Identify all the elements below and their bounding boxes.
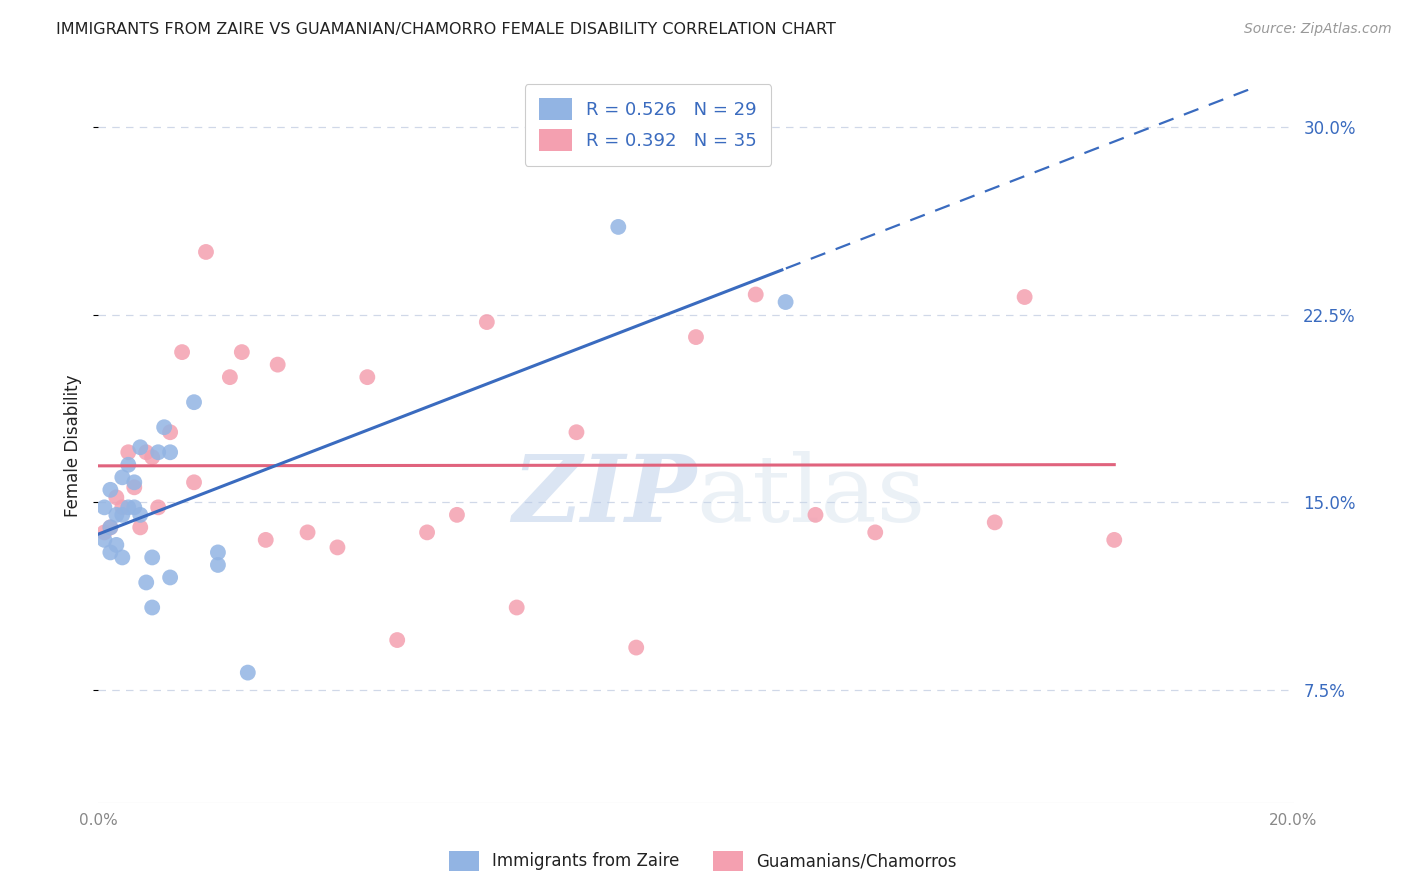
Point [865,525,887,540]
Point [231,345,253,359]
Point [775,295,797,310]
Point [297,525,319,540]
Point [98,520,122,534]
Point [117,500,139,515]
Y-axis label: Female Disability: Female Disability [65,375,83,517]
Point [745,287,768,301]
Point [111,500,134,515]
Point [267,358,290,372]
Point [254,533,277,547]
Point [124,500,146,515]
Point [105,508,128,522]
Point [141,550,163,565]
Point [129,440,152,454]
Point [148,445,170,459]
Point [804,508,827,522]
Point [129,508,152,522]
Point [98,483,122,497]
Text: IMMIGRANTS FROM ZAIRE VS GUAMANIAN/CHAMORRO FEMALE DISABILITY CORRELATION CHART: IMMIGRANTS FROM ZAIRE VS GUAMANIAN/CHAMO… [56,22,837,37]
Point [506,600,529,615]
Point [195,244,218,259]
Point [446,508,468,522]
Point [98,520,122,534]
Point [984,516,1007,530]
Point [1104,533,1126,547]
Point [93,533,115,547]
Point [105,538,128,552]
Legend: Immigrants from Zaire, Guamanians/Chamorros: Immigrants from Zaire, Guamanians/Chamor… [440,842,966,880]
Point [105,491,128,505]
Point [129,520,152,534]
Point [219,370,242,384]
Point [93,525,115,540]
Point [141,450,163,465]
Point [416,525,439,540]
Point [111,508,134,522]
Point [475,315,498,329]
Point [183,475,205,490]
Point [326,541,349,555]
Point [153,420,176,434]
Point [385,633,409,648]
Point [207,558,229,572]
Point [207,545,229,559]
Point [111,550,134,565]
Point [117,458,139,472]
Legend: R = 0.526   N = 29, R = 0.392   N = 35: R = 0.526 N = 29, R = 0.392 N = 35 [524,84,772,166]
Point [356,370,378,384]
Point [1014,290,1036,304]
Text: Source: ZipAtlas.com: Source: ZipAtlas.com [1244,22,1392,37]
Point [141,600,163,615]
Point [93,500,115,515]
Point [98,545,122,559]
Point [183,395,205,409]
Text: atlas: atlas [696,451,925,541]
Point [135,575,157,590]
Point [111,470,134,484]
Point [117,445,139,459]
Point [565,425,588,440]
Point [148,500,170,515]
Point [124,475,146,490]
Point [159,445,181,459]
Text: ZIP: ZIP [512,451,696,541]
Point [626,640,648,655]
Point [124,480,146,494]
Point [685,330,707,344]
Point [135,445,157,459]
Point [607,219,630,234]
Point [159,570,181,584]
Point [172,345,194,359]
Point [159,425,181,440]
Point [236,665,259,680]
